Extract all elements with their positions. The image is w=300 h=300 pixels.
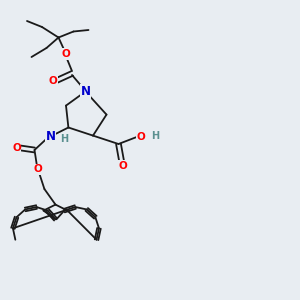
Text: N: N xyxy=(80,85,91,98)
Text: N: N xyxy=(45,130,56,143)
Text: O: O xyxy=(33,164,42,175)
Text: H: H xyxy=(60,134,68,144)
Text: O: O xyxy=(12,142,21,153)
Text: O: O xyxy=(118,160,127,171)
Text: H: H xyxy=(151,131,160,141)
Text: O: O xyxy=(61,49,70,59)
Text: O: O xyxy=(49,76,58,86)
Text: O: O xyxy=(136,131,146,142)
